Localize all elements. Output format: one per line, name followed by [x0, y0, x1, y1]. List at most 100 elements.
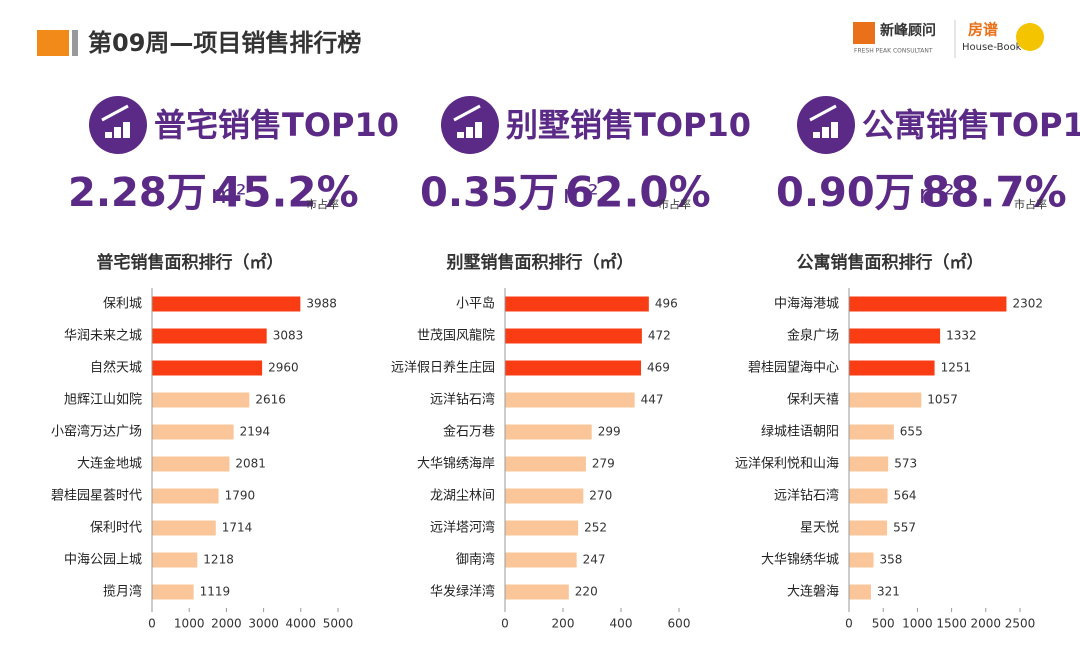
share-label: 市占率 [306, 197, 339, 211]
value-label: 1218 [203, 553, 234, 567]
value-label: 358 [879, 553, 902, 567]
bar [152, 456, 230, 472]
volume-unit: m² [919, 180, 955, 210]
category-label: 碧桂园星荟时代 [51, 489, 142, 504]
title-bar [72, 30, 78, 56]
bar [849, 520, 888, 536]
category-label: 龙湖尘林间 [430, 489, 495, 504]
category-label: 中海公园上城 [64, 553, 142, 568]
value-label: 1119 [200, 585, 231, 599]
value-label: 321 [877, 585, 900, 599]
bar [152, 488, 219, 504]
logo-left: 新峰顾问 [880, 22, 936, 39]
category-label: 世茂国风龍院 [417, 328, 495, 344]
x-tick-label: 200 [552, 617, 575, 631]
icon-bar [822, 127, 829, 138]
bar [152, 328, 267, 344]
category-label: 小平岛 [456, 296, 495, 312]
value-label: 557 [893, 521, 916, 535]
category-label: 大华锦绣华城 [761, 553, 839, 568]
category-label: 御南湾 [456, 552, 495, 568]
x-tick-label: 2500 [1005, 617, 1036, 631]
value-label: 220 [575, 585, 598, 599]
category-label: 远洋钻石湾 [774, 488, 839, 504]
category-label: 华润未来之城 [64, 329, 142, 344]
category-label: 金泉广场 [787, 328, 839, 344]
value-label: 2194 [240, 425, 271, 439]
volume-unit: m² [211, 180, 247, 210]
icon-bar [123, 122, 130, 138]
volume: 2.28万 m² [68, 170, 246, 216]
logo-mark [853, 22, 875, 44]
x-tick-label: 2000 [211, 617, 242, 631]
volume-value: 2.28万 [68, 170, 207, 216]
value-label: 2960 [268, 361, 299, 375]
x-tick-label: 4000 [286, 617, 317, 631]
icon-bar [457, 132, 464, 138]
x-tick-label: 400 [610, 617, 633, 631]
value-label: 2081 [235, 457, 266, 471]
category-label: 大连磐海 [787, 584, 839, 600]
bar [849, 296, 1007, 312]
value-label: 279 [592, 457, 615, 471]
icon-bar [114, 127, 121, 138]
category-label: 保利天禧 [787, 393, 839, 408]
category-label: 保利城 [103, 297, 142, 312]
logo-bee [1016, 23, 1044, 51]
chart-title: 普宅销售面积排行（㎡） [97, 252, 284, 273]
icon-bar [475, 122, 482, 138]
panel-heading: 普宅销售TOP10 [154, 106, 399, 144]
chart-title: 别墅销售面积排行（㎡） [446, 252, 634, 273]
category-label: 远洋钻石湾 [430, 392, 495, 408]
logo-right-sub: House-Book [962, 42, 1022, 53]
share: 45.2% [213, 168, 359, 217]
x-tick-label: 2000 [971, 617, 1002, 631]
value-label: 299 [598, 425, 621, 439]
value-label: 447 [641, 393, 664, 407]
x-tick-label: 0 [501, 617, 509, 631]
category-label: 大华锦绣海岸 [417, 457, 495, 472]
bar [152, 296, 301, 312]
category-label: 揽月湾 [103, 584, 142, 600]
category-label: 华发绿洋湾 [430, 584, 495, 600]
x-tick-label: 3000 [248, 617, 279, 631]
bar [849, 392, 922, 408]
value-label: 247 [583, 553, 606, 567]
x-tick-label: 1500 [936, 617, 967, 631]
bar [152, 552, 198, 568]
bar [505, 424, 592, 440]
value-label: 472 [648, 329, 671, 343]
bar [849, 456, 889, 472]
bar [505, 296, 649, 312]
category-label: 保利时代 [90, 521, 142, 536]
icon-bar [831, 122, 838, 138]
share: 88.7% [921, 168, 1067, 217]
bar [849, 584, 871, 600]
value-label: 1790 [225, 489, 256, 503]
bar [849, 424, 894, 440]
bar [505, 488, 584, 504]
value-label: 469 [647, 361, 670, 375]
x-tick-label: 1000 [902, 617, 933, 631]
category-label: 远洋塔河湾 [430, 520, 495, 536]
bar [152, 584, 194, 600]
panel-heading: 别墅销售TOP10 [506, 106, 751, 144]
bar [849, 328, 941, 344]
share-label: 市占率 [658, 197, 691, 211]
bar [505, 392, 635, 408]
bar [505, 328, 642, 344]
value-label: 3083 [273, 329, 304, 343]
bar [505, 520, 579, 536]
slide-title: 第09周—项目销售排行榜 [88, 29, 361, 57]
x-tick-label: 500 [872, 617, 895, 631]
value-label: 3988 [306, 297, 337, 311]
volume-value: 0.35万 [420, 170, 559, 216]
category-label: 中海海港城 [774, 297, 839, 312]
icon-arrow [101, 104, 129, 122]
category-label: 碧桂园望海中心 [748, 360, 839, 376]
value-label: 564 [894, 489, 917, 503]
icon-bar [813, 132, 820, 138]
value-label: 1714 [222, 521, 253, 535]
